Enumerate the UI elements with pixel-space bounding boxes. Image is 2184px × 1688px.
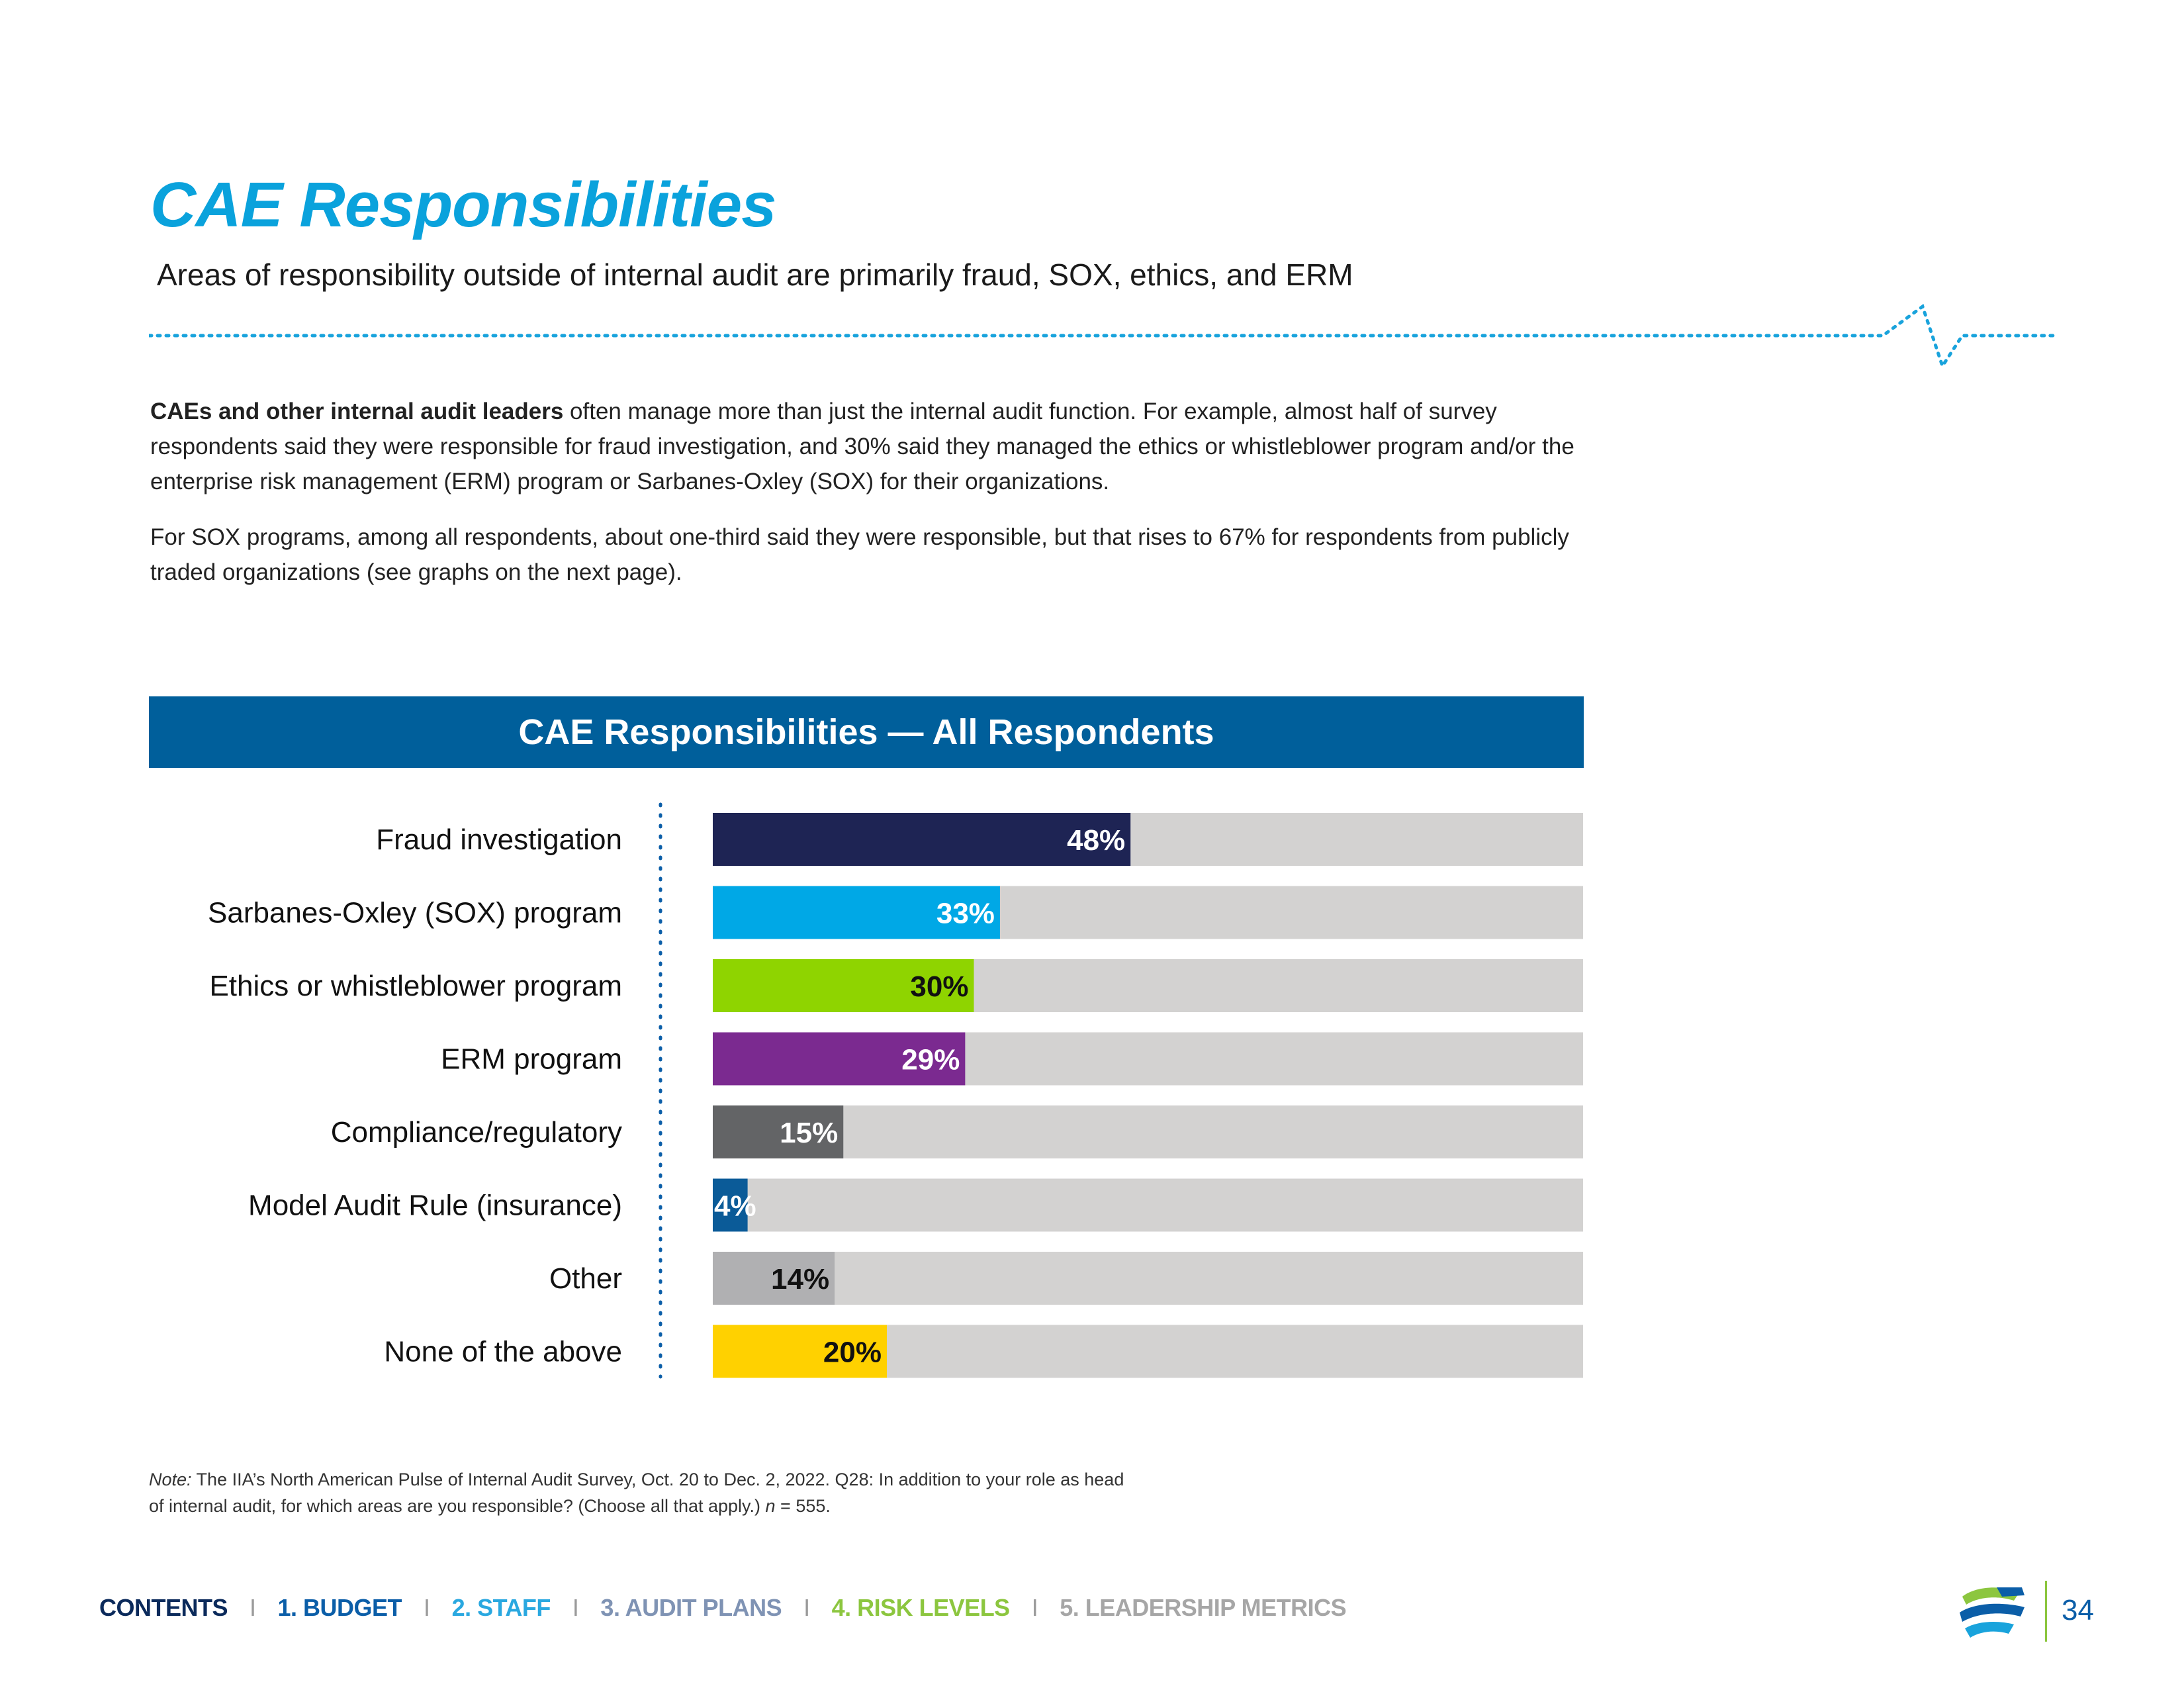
bar <box>713 1325 887 1378</box>
data-label: 4% <box>714 1190 756 1223</box>
data-label: 30% <box>910 970 968 1003</box>
bar <box>713 886 1000 939</box>
note-n: n <box>765 1496 776 1516</box>
note-label: Note: <box>149 1470 192 1489</box>
bar <box>713 1252 835 1305</box>
bar-track <box>713 1252 1583 1305</box>
data-label: 29% <box>901 1044 960 1076</box>
sox-paragraph: For SOX programs, among all respondents,… <box>150 524 1569 585</box>
nav-staff[interactable]: 2. STAFF <box>451 1594 551 1621</box>
page-number: 34 <box>2062 1594 2094 1626</box>
nav-budget[interactable]: 1. BUDGET <box>277 1594 402 1621</box>
data-label: 15% <box>780 1117 838 1149</box>
category-label: Sarbanes-Oxley (SOX) program <box>208 897 622 929</box>
bar <box>713 1178 748 1232</box>
dotted-rule-divider <box>149 303 2055 367</box>
intro-lead: CAEs and other internal audit leaders <box>150 399 564 424</box>
category-label: Fraud investigation <box>376 823 622 856</box>
nav-risk-levels[interactable]: 4. RISK LEVELS <box>831 1594 1011 1621</box>
chart-title: CAE Responsibilities — All Respondents <box>149 696 1584 768</box>
note-text-2: = 555. <box>775 1496 831 1516</box>
category-label: Model Audit Rule (insurance) <box>248 1190 622 1222</box>
category-label: ERM program <box>441 1043 622 1076</box>
category-label: None of the above <box>384 1336 622 1368</box>
intro-paragraph: CAEs and other internal audit leaders of… <box>150 394 1580 499</box>
category-label: Other <box>549 1262 622 1295</box>
bar-track <box>713 1105 1583 1158</box>
page-title: CAE Responsibilities <box>150 169 777 240</box>
data-label: 20% <box>823 1336 882 1369</box>
bar-track <box>713 1178 1583 1232</box>
footer-nav: CONTENTS I 1. BUDGET I 2. STAFF I 3. AUD… <box>99 1594 1347 1622</box>
nav-separator: I <box>250 1594 256 1621</box>
page-number-divider <box>2045 1581 2047 1642</box>
bar <box>713 1105 844 1158</box>
bar <box>713 959 974 1012</box>
category-label: Ethics or whistleblower program <box>209 970 622 1002</box>
nav-separator: I <box>1031 1594 1038 1621</box>
nav-audit-plans[interactable]: 3. AUDIT PLANS <box>600 1594 782 1621</box>
survey-note: Note: The IIA’s North American Pulse of … <box>149 1466 1142 1519</box>
bar <box>713 1032 966 1086</box>
bar <box>713 813 1131 866</box>
nav-separator: I <box>803 1594 810 1621</box>
data-label: 33% <box>936 898 995 930</box>
nav-separator: I <box>572 1594 579 1621</box>
category-label: Compliance/regulatory <box>331 1116 622 1149</box>
intro-rest: often manage more than just the internal… <box>150 399 1574 494</box>
page-subtitle: Areas of responsibility outside of inter… <box>157 258 1353 292</box>
data-label: 14% <box>771 1263 829 1295</box>
nav-contents[interactable]: CONTENTS <box>99 1594 228 1621</box>
globe-logo-icon <box>1960 1587 2025 1638</box>
data-label: 48% <box>1067 824 1125 857</box>
nav-separator: I <box>424 1594 430 1621</box>
nav-leadership-metrics[interactable]: 5. LEADERSHIP METRICS <box>1060 1594 1347 1621</box>
note-text-1: The IIA’s North American Pulse of Intern… <box>149 1470 1124 1516</box>
